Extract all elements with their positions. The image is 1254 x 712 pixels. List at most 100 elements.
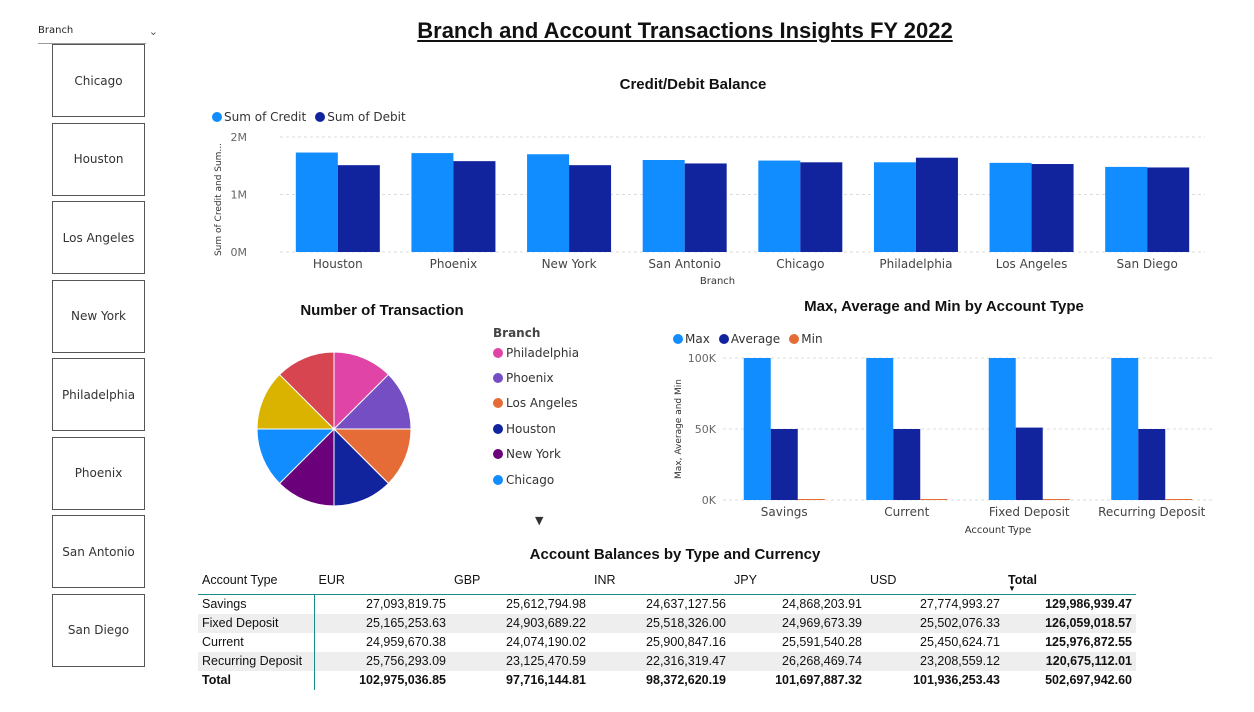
slicer-item-chicago[interactable]: Chicago bbox=[52, 44, 145, 117]
bar-credit-philadelphia[interactable] bbox=[873, 162, 916, 252]
slicer-item-houston[interactable]: Houston bbox=[52, 122, 145, 196]
slicer-item-los-angeles[interactable]: Los Angeles bbox=[52, 201, 145, 274]
pie-slice-phoenix[interactable] bbox=[332, 373, 412, 430]
pie-slice-san-diego[interactable] bbox=[278, 351, 335, 431]
slicer-title: Branch bbox=[38, 25, 74, 36]
bar-min-current[interactable] bbox=[920, 499, 948, 500]
table-cell: 125,976,872.55 bbox=[1045, 635, 1132, 649]
bar-max-recurring-deposit[interactable] bbox=[1111, 358, 1139, 500]
legend-item-credit[interactable]: Sum of Credit bbox=[212, 110, 306, 124]
slicer-item-philadelphia[interactable]: Philadelphia bbox=[52, 358, 145, 431]
transactions-pie-chart bbox=[256, 351, 412, 507]
y-tick-label: 0K bbox=[702, 494, 717, 507]
bar-credit-new-york[interactable] bbox=[527, 154, 570, 252]
bar-min-fixed-deposit[interactable] bbox=[1042, 499, 1070, 500]
pie-slice-san-antonio[interactable] bbox=[256, 373, 336, 430]
pie-legend-item-chicago[interactable]: Chicago bbox=[493, 467, 643, 492]
bar-credit-phoenix[interactable] bbox=[411, 153, 454, 252]
column-header-inr[interactable]: INR bbox=[590, 566, 730, 595]
bar-debit-philadelphia[interactable] bbox=[915, 157, 958, 252]
table-cell: 24,868,203.91 bbox=[782, 597, 862, 611]
column-header-usd[interactable]: USD bbox=[866, 566, 1004, 595]
slicer-item-new-york[interactable]: New York bbox=[52, 279, 145, 353]
balances-title: Account Balances by Type and Currency bbox=[529, 546, 821, 563]
table-row: Fixed Deposit 25,165,253.63 24,903,689.22 2… bbox=[198, 613, 1136, 633]
pie-legend-item-houston[interactable]: Houston bbox=[493, 416, 643, 441]
x-axis-title: Branch bbox=[700, 276, 735, 287]
x-tick-label: San Antonio bbox=[648, 257, 721, 271]
bar-credit-san-antonio[interactable] bbox=[642, 160, 685, 252]
x-tick-label: Philadelphia bbox=[879, 257, 952, 271]
table-cell: 23,125,470.59 bbox=[450, 651, 590, 671]
bar-debit-chicago[interactable] bbox=[800, 162, 843, 252]
legend-min-label: Min bbox=[801, 332, 823, 346]
row-label: Current bbox=[198, 632, 315, 652]
bar-credit-los-angeles[interactable] bbox=[989, 162, 1032, 252]
bar-debit-los-angeles[interactable] bbox=[1031, 164, 1074, 252]
bar-average-current[interactable] bbox=[893, 429, 921, 500]
x-tick-label: Los Angeles bbox=[996, 257, 1068, 271]
column-header-account-type[interactable]: Account Type bbox=[198, 566, 314, 595]
bar-credit-san-diego[interactable] bbox=[1105, 166, 1148, 252]
slicer-item-san-diego[interactable]: San Diego bbox=[52, 593, 145, 667]
legend-dot-icon bbox=[493, 449, 503, 460]
branch-slicer-header[interactable]: Branch ⌄ bbox=[38, 25, 158, 43]
bar-max-savings[interactable] bbox=[743, 358, 771, 500]
legend-item-max[interactable]: Max bbox=[673, 332, 710, 346]
legend-dot-icon bbox=[493, 474, 503, 485]
pie-legend-item-new-york[interactable]: New York bbox=[493, 442, 643, 467]
bar-average-savings[interactable] bbox=[770, 429, 798, 500]
bar-credit-houston[interactable] bbox=[295, 152, 338, 252]
bar-average-fixed-deposit[interactable] bbox=[1015, 427, 1043, 500]
bar-debit-houston[interactable] bbox=[337, 165, 380, 252]
pie-slice-new-york[interactable] bbox=[278, 427, 335, 507]
slicer-item-phoenix[interactable]: Phoenix bbox=[52, 436, 145, 510]
x-tick-label: Savings bbox=[761, 505, 808, 519]
account-type-title: Max, Average and Min by Account Type bbox=[804, 298, 1084, 315]
x-tick-label: San Diego bbox=[1117, 257, 1178, 271]
column-header-jpy[interactable]: JPY bbox=[730, 566, 866, 595]
total-cell: 101,697,887.32 bbox=[775, 673, 862, 687]
bar-debit-new-york[interactable] bbox=[569, 165, 612, 252]
table-row: Current 24,959,670.38 24,074,190.02 25,900,… bbox=[198, 632, 1136, 652]
bar-debit-san-diego[interactable] bbox=[1147, 167, 1190, 252]
bar-max-current[interactable] bbox=[866, 358, 894, 500]
pie-legend-item-los-angeles[interactable]: Los Angeles bbox=[493, 391, 643, 416]
table-row: Recurring Deposit 25,756,293.09 23,125,470… bbox=[198, 651, 1136, 671]
bar-debit-phoenix[interactable] bbox=[453, 161, 496, 252]
chevron-down-icon[interactable]: ⌄ bbox=[148, 25, 158, 38]
pie-legend-label: New York bbox=[506, 447, 561, 462]
bar-min-recurring-deposit[interactable] bbox=[1165, 499, 1193, 500]
legend-dot-icon bbox=[493, 347, 503, 358]
balances-table: Account Type EUR GBP INR JPY USD Total ▼ Savings… bbox=[198, 566, 1136, 690]
bar-average-recurring-deposit[interactable] bbox=[1138, 429, 1166, 500]
pie-legend-item-philadelphia[interactable]: Philadelphia bbox=[493, 340, 643, 365]
pie-slice-philadelphia[interactable] bbox=[333, 351, 390, 431]
legend-item-debit[interactable]: Sum of Debit bbox=[315, 110, 406, 124]
bar-credit-chicago[interactable] bbox=[758, 160, 801, 252]
table-cell: 129,986,939.47 bbox=[1045, 597, 1132, 611]
column-header-total[interactable]: Total ▼ bbox=[1004, 566, 1136, 595]
credit-dot-icon bbox=[212, 112, 222, 122]
column-header-eur[interactable]: EUR bbox=[314, 566, 450, 595]
pie-slice-los-angeles[interactable] bbox=[332, 428, 412, 485]
y-axis-title: Max, Average and Min bbox=[674, 379, 684, 479]
legend-item-average[interactable]: Average bbox=[718, 332, 780, 346]
bar-debit-san-antonio[interactable] bbox=[684, 163, 727, 252]
slicer-item-san-antonio[interactable]: San Antonio bbox=[52, 515, 145, 588]
legend-dot-icon bbox=[493, 423, 503, 434]
legend-item-min[interactable]: Min bbox=[789, 332, 823, 346]
average-dot-icon bbox=[718, 334, 729, 344]
table-cell: 25,591,540.28 bbox=[782, 635, 862, 649]
pie-slice-chicago[interactable] bbox=[256, 428, 336, 485]
y-tick-label: 2M bbox=[231, 131, 248, 144]
bar-min-savings[interactable] bbox=[797, 499, 825, 500]
table-cell: 22,316,319.47 bbox=[590, 651, 730, 671]
pie-legend-item-phoenix[interactable]: Phoenix bbox=[493, 365, 643, 390]
pie-slice-houston[interactable] bbox=[333, 427, 390, 507]
legend-more-arrow-icon[interactable]: ▼ bbox=[535, 514, 544, 527]
sort-desc-icon[interactable]: ▼ bbox=[1008, 584, 1016, 593]
table-cell: 23,208,559.12 bbox=[866, 651, 1004, 671]
bar-max-fixed-deposit[interactable] bbox=[988, 358, 1016, 500]
column-header-gbp[interactable]: GBP bbox=[450, 566, 590, 595]
